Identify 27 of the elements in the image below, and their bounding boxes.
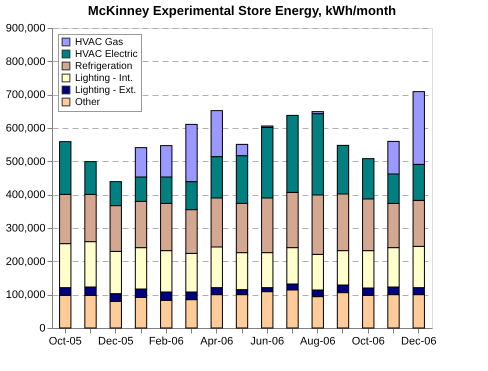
x-tick-label: Apr-06 <box>200 336 234 348</box>
legend-label: Refrigeration <box>75 61 132 72</box>
legend-label: Lighting - Int. <box>75 73 133 84</box>
bar <box>261 291 274 328</box>
x-tick-label: Jun-06 <box>250 336 284 348</box>
y-tick-label: 200,000 <box>6 256 46 268</box>
legend-label: HVAC Gas <box>75 37 124 48</box>
y-tick-label: 900,000 <box>6 22 46 34</box>
y-tick-label: 700,000 <box>6 89 46 102</box>
legend-label: HVAC Electric <box>75 49 138 60</box>
y-tick-label: 500,000 <box>6 156 46 168</box>
legend-label: Other <box>75 97 101 108</box>
x-tick-label: Feb-06 <box>148 336 184 348</box>
x-tick-label: Oct-05 <box>48 336 82 348</box>
x-tick-label: Dec-05 <box>98 336 134 348</box>
bar <box>236 294 248 328</box>
y-tick-label: 800,000 <box>6 56 46 68</box>
legend-label: Lighting - Ext. <box>75 85 136 96</box>
y-tick-label: 600,000 <box>6 122 46 134</box>
x-tick-label: Oct-06 <box>352 336 385 348</box>
chart-title: McKinney Experimental Store Energy, kWh/month <box>88 3 396 18</box>
y-tick-label: 0 <box>39 322 46 334</box>
x-tick-label: Dec-06 <box>401 336 436 348</box>
y-tick-label: 400,000 <box>6 189 46 202</box>
y-tick-label: 300,000 <box>6 222 46 234</box>
y-tick-label: 100,000 <box>6 289 46 302</box>
x-tick-label: Aug-06 <box>300 336 336 348</box>
